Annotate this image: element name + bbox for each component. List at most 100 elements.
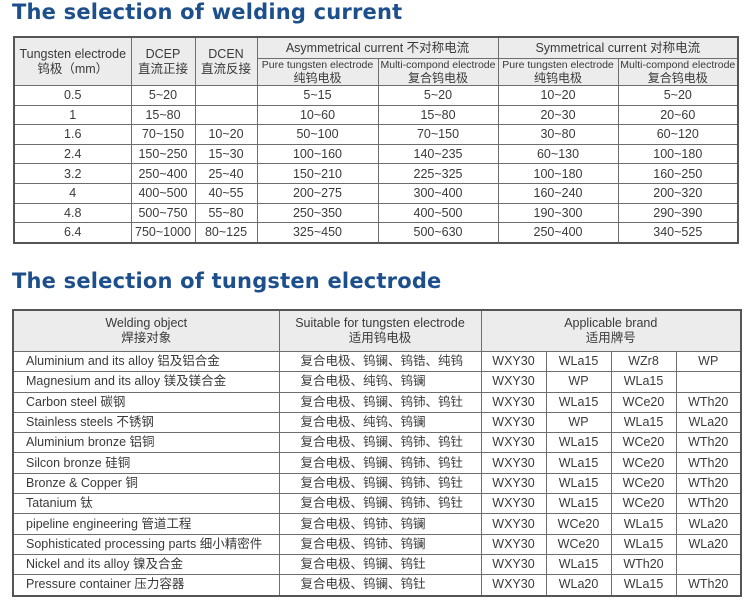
table-row: Pressure container 压力容器 复合电极、钨镧、钨钍 WXY30 WL… (12, 574, 742, 597)
cell-asym-pure: 325~450 (256, 222, 379, 244)
cell-asym-multi: 70~150 (377, 124, 499, 145)
cell-sym-multi: 290~390 (617, 202, 739, 224)
cell-asym-pure: 10~60 (256, 104, 379, 126)
header-cn: 复合钨电极 (408, 71, 469, 85)
cell-brand: WLa20 (675, 533, 742, 555)
cell-asym-pure: 250~350 (256, 202, 379, 224)
header-en: Pure tungsten electrode (502, 59, 614, 72)
table-row: Tatanium 钛复合电极、钨镧、钨铈、钨钍 WXY30 WLa15 WCe20 WT… (12, 493, 742, 515)
header-en: Suitable for tungsten electrode (295, 316, 465, 330)
cell-suitable-electrode: 复合电极、钨镧、钨钍 (278, 553, 482, 576)
cell-sym-multi: 5~20 (617, 85, 739, 106)
header-symmetrical-current: Symmetrical current 对称电流 (497, 36, 739, 59)
cell-welding-object: Pressure container 压力容器 (12, 574, 280, 597)
cell-brand: WXY30 (480, 432, 547, 454)
header-cn: 适用牌号 (585, 331, 636, 345)
table-row: 1 15~80 10~60 15~80 20~30 20~60 (13, 104, 739, 126)
cell-brand: WLa15 (545, 452, 612, 474)
cell-suitable-electrode: 复合电极、纯钨、钨镧 (278, 411, 482, 434)
cell-sym-pure: 10~20 (497, 85, 619, 106)
cell-sym-pure: 190~300 (497, 202, 619, 224)
cell-welding-object: Stainless steels 不锈钢 (12, 411, 280, 434)
header-cn: 复合钨电极 (647, 71, 708, 85)
cell-welding-object: Magnesium and its alloy 镁及镁合金 (12, 371, 280, 393)
cell-welding-object: pipeline engineering 管道工程 (12, 513, 280, 535)
table-row: Bronze & Copper 铜复合电极、钨镧、钨铈、钨钍 WXY30 WLa15… (12, 472, 742, 495)
cell-brand: WZr8 (610, 350, 677, 373)
header-en: Multi-compond electrode (380, 59, 496, 72)
cell-dcep: 400~500 (130, 182, 196, 204)
cell-dcen: 15~30 (194, 143, 258, 165)
cell-dia: 1.6 (13, 124, 132, 145)
cell-brand: WLa15 (610, 513, 677, 535)
header-en: Pure tungsten electrode (261, 59, 374, 72)
header-asym-multi: Multi-compond electrode 复合钨电极 (377, 58, 499, 86)
cell-asym-pure: 200~275 (256, 182, 379, 204)
cell-asym-multi: 300~400 (377, 182, 499, 204)
cell-brand: WXY30 (480, 472, 547, 495)
cell-dia: 0.5 (13, 85, 132, 106)
cell-sym-pure: 100~180 (497, 163, 619, 184)
cell-sym-multi: 340~525 (617, 222, 739, 244)
cell-sym-pure: 20~30 (497, 104, 619, 126)
header-dcen: DCEN 直流反接 (194, 36, 258, 86)
cell-welding-object: Sophisticated processing parts 细小精密件 (12, 533, 280, 555)
cell-sym-pure: 250~400 (497, 222, 619, 244)
cell-dcen (194, 85, 258, 106)
cell-brand: WCe20 (610, 432, 677, 454)
cell-brand: WLa15 (545, 391, 612, 413)
cell-asym-pure: 150~210 (256, 163, 379, 184)
cell-brand: WTh20 (675, 493, 742, 515)
header-cn: 纯钨电极 (293, 71, 342, 85)
cell-dia: 1 (13, 104, 132, 126)
cell-welding-object: Bronze & Copper 铜 (12, 472, 280, 495)
cell-welding-object: Carbon steel 碳钢 (12, 391, 280, 413)
header-en: Welding object (105, 316, 188, 330)
cell-brand: WP (545, 371, 612, 393)
cell-brand: WTh20 (675, 472, 742, 495)
cell-brand: WLa15 (610, 411, 677, 434)
cell-brand: WCe20 (545, 513, 612, 535)
cell-brand: WLa15 (545, 350, 612, 373)
header-sym-pure: Pure tungsten electrode 纯钨电极 (497, 58, 619, 86)
cell-brand: WXY30 (480, 513, 547, 535)
header-cn: 纯钨电极 (534, 71, 583, 85)
cell-dia: 4 (13, 182, 132, 204)
cell-dcen: 40~55 (194, 182, 258, 204)
cell-dcen: 55~80 (194, 202, 258, 224)
cell-brand (675, 553, 742, 576)
cell-dcep: 15~80 (130, 104, 196, 126)
cell-asym-multi: 5~20 (377, 85, 499, 106)
cell-brand: WXY30 (480, 452, 547, 474)
cell-asym-pure: 5~15 (256, 85, 379, 106)
cell-brand: WCe20 (545, 533, 612, 555)
table-row: Nickel and its alloy 镍及合金 复合电极、钨镧、钨钍 WXY30… (12, 553, 742, 576)
cell-asym-multi: 500~630 (377, 222, 499, 244)
cell-brand: WXY30 (480, 411, 547, 434)
table-row: Sophisticated processing parts 细小精密件 复合电极… (12, 533, 742, 555)
cell-welding-object: Aluminium and its alloy 铝及铝合金 (12, 350, 280, 373)
table-row: 4 400~500 40~55 200~275 300~400 160~240 200~32… (13, 182, 739, 204)
cell-suitable-electrode: 复合电极、钨镧、钨铈、钨钍 (278, 472, 482, 495)
cell-asym-multi: 400~500 (377, 202, 499, 224)
cell-brand: WXY30 (480, 533, 547, 555)
cell-asym-pure: 100~160 (256, 143, 379, 165)
cell-dia: 2.4 (13, 143, 132, 165)
cell-sym-multi: 60~120 (617, 124, 739, 145)
cell-suitable-electrode: 复合电极、钨镧、钨铈、钨钍 (278, 452, 482, 474)
cell-dcep: 5~20 (130, 85, 196, 106)
cell-brand: WLa15 (545, 472, 612, 495)
cell-brand: WCe20 (610, 452, 677, 474)
header-sym-multi: Multi-compond electrode 复合钨电极 (617, 58, 739, 86)
table-row: Stainless steels 不锈钢 复合电极、纯钨、钨镧 WXY30 WP WLa… (12, 411, 742, 434)
tungsten-electrode-table: Welding object 焊接对象 Suitable for tungste… (12, 309, 742, 597)
header-en: Tungsten electrode (19, 46, 127, 61)
cell-suitable-electrode: 复合电极、钨镧、钨铈、钨钍 (278, 391, 482, 413)
cell-brand: WTh20 (675, 574, 742, 597)
table-row: pipeline engineering 管道工程 复合电极、钨铈、钨镧 WXY30… (12, 513, 742, 535)
header-en: DCEP (145, 46, 181, 61)
cell-welding-object: Nickel and its alloy 镍及合金 (12, 553, 280, 576)
cell-suitable-electrode: 复合电极、钨镧、钨钍 (278, 574, 482, 597)
cell-dcep: 250~400 (130, 163, 196, 184)
cell-brand: WTh20 (675, 391, 742, 413)
